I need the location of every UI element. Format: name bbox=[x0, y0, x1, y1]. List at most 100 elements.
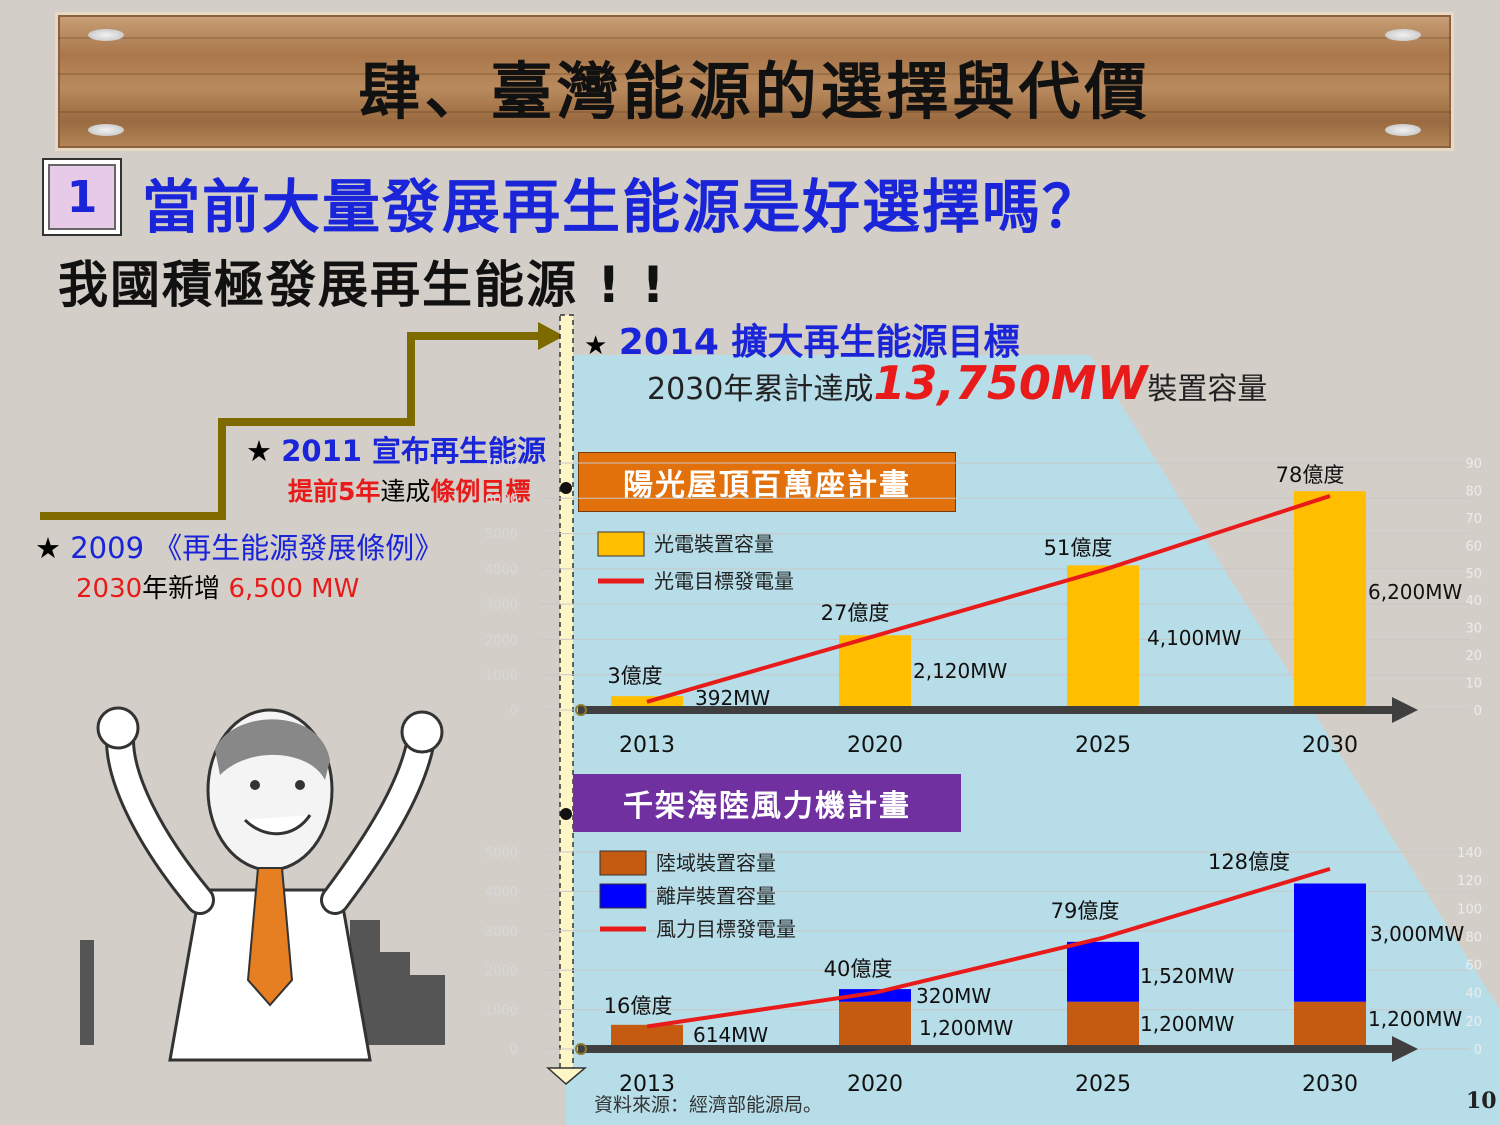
nail-icon bbox=[1385, 124, 1421, 136]
milestone-2009-detail: 2030年新增 6,500 MW bbox=[76, 574, 360, 604]
bar-陸域裝置容量 bbox=[1067, 1001, 1139, 1049]
milestone-2011-title: 2011 宣布再生能源 bbox=[281, 434, 547, 468]
bar-陸域裝置容量 bbox=[1294, 1001, 1366, 1049]
bar-value-label: 614MW bbox=[693, 1023, 768, 1047]
y-right-tick-label: 90 bbox=[1465, 457, 1482, 472]
source-note: 資料來源：經濟部能源局。 bbox=[594, 1094, 823, 1116]
y-right-tick-label: 80 bbox=[1465, 484, 1482, 499]
axis-origin-marker bbox=[575, 1043, 587, 1055]
y-right-tick-label: 40 bbox=[1465, 594, 1482, 609]
x-tick-label: 2013 bbox=[619, 1072, 675, 1097]
star-icon: ★ bbox=[246, 434, 272, 468]
section-question: 當前大量發展再生能源是好選擇嗎？ bbox=[142, 173, 1103, 241]
y-right-tick-label: 40 bbox=[1465, 987, 1482, 1002]
page-number: 10 bbox=[1466, 1088, 1497, 1114]
milestone-2009-title: 2009 《再生能源發展條例》 bbox=[70, 531, 444, 565]
milestone-2011: ★ 2011 宣布再生能源 bbox=[246, 428, 546, 470]
y-left-tick-label: 7000 bbox=[485, 457, 518, 472]
x-tick-label: 2020 bbox=[847, 1072, 903, 1097]
target-value-label: 51億度 bbox=[1044, 536, 1113, 560]
highlight-panel bbox=[566, 355, 1500, 1125]
bar-離岸裝置容量 bbox=[839, 989, 911, 1002]
y-left-tick-label: 2000 bbox=[485, 964, 518, 979]
star-icon: ★ bbox=[584, 331, 608, 361]
nail-icon bbox=[88, 29, 124, 41]
y-right-tick-label: 50 bbox=[1465, 567, 1482, 582]
milestone-2014-detail: 2030年累計達成13,750MW裝置容量 bbox=[647, 356, 1268, 410]
bar-value-label: 1,520MW bbox=[1140, 964, 1235, 988]
x-tick-label: 2025 bbox=[1075, 733, 1131, 758]
y-left-tick-label: 4000 bbox=[485, 885, 518, 900]
x-axis-arrowhead bbox=[1392, 697, 1418, 723]
y-right-tick-label: 30 bbox=[1465, 622, 1482, 637]
bar-光電裝置容量 bbox=[1294, 491, 1366, 710]
x-tick-label: 2013 bbox=[619, 733, 675, 758]
y-right-tick-label: 80 bbox=[1465, 930, 1482, 945]
nail-icon bbox=[88, 124, 124, 136]
bar-陸域裝置容量 bbox=[611, 1024, 683, 1049]
nail-icon bbox=[1385, 29, 1421, 41]
y-left-tick-label: 3000 bbox=[485, 598, 518, 613]
bar-光電裝置容量 bbox=[1067, 565, 1139, 710]
y-right-tick-label: 120 bbox=[1457, 874, 1482, 889]
y-left-tick-label: 1000 bbox=[485, 1004, 518, 1019]
x-tick-label: 2030 bbox=[1302, 1072, 1358, 1097]
x-axis-arrowhead bbox=[1392, 1036, 1418, 1062]
bar-陸域裝置容量 bbox=[839, 1001, 911, 1049]
staircase-arrowhead bbox=[538, 322, 564, 350]
y-right-tick-label: 20 bbox=[1465, 1015, 1482, 1030]
y-right-tick-label: 10 bbox=[1465, 677, 1482, 692]
legend-label: 光電裝置容量 bbox=[654, 532, 774, 556]
legend-label: 陸域裝置容量 bbox=[656, 851, 776, 875]
y-right-tick-label: 20 bbox=[1465, 649, 1482, 664]
y-left-tick-label: 3000 bbox=[485, 925, 518, 940]
target-value-label: 3億度 bbox=[607, 664, 662, 688]
milestone-2009: ★ 2009 《再生能源發展條例》 bbox=[35, 525, 443, 567]
subheading: 我國積極發展再生能源 ! ! bbox=[58, 256, 667, 314]
target-value-label: 40億度 bbox=[824, 957, 893, 981]
page-title: 肆、臺灣能源的選擇與代價 bbox=[358, 55, 1151, 128]
section-number: 1 bbox=[48, 164, 116, 230]
cheering-man-illustration bbox=[80, 706, 445, 1062]
bar-光電裝置容量 bbox=[839, 635, 911, 710]
x-tick-label: 2025 bbox=[1075, 1072, 1131, 1097]
timeline-marker bbox=[560, 808, 572, 820]
target-value-label: 27億度 bbox=[821, 601, 890, 625]
y-left-tick-label: 5000 bbox=[485, 846, 518, 861]
title-banner: 肆、臺灣能源的選擇與代價 bbox=[55, 12, 1454, 151]
target-value-label: 79億度 bbox=[1051, 899, 1120, 923]
y-right-tick-label: 60 bbox=[1465, 959, 1482, 974]
target-value-label: 128億度 bbox=[1208, 850, 1290, 874]
y-right-tick-label: 100 bbox=[1457, 902, 1482, 917]
legend-bar-swatch bbox=[599, 850, 647, 876]
wind-plan-label: 千架海陸風力機計畫 bbox=[573, 774, 961, 832]
bar-離岸裝置容量 bbox=[1294, 883, 1366, 1002]
bar-value-label: 2,120MW bbox=[913, 659, 1008, 683]
bar-value-label: 4,100MW bbox=[1147, 626, 1242, 650]
bar-value-label: 392MW bbox=[695, 686, 770, 710]
y-right-tick-label: 70 bbox=[1465, 512, 1482, 527]
legend-bar-swatch bbox=[599, 883, 647, 909]
milestone-2011-detail: 提前5年達成條例目標 bbox=[288, 477, 531, 506]
y-right-tick-label: 140 bbox=[1457, 846, 1482, 861]
timeline-arrowhead bbox=[546, 1067, 588, 1085]
y-left-tick-label: 1000 bbox=[485, 669, 518, 684]
y-right-tick-label: 60 bbox=[1465, 539, 1482, 554]
y-left-tick-label: 4000 bbox=[485, 563, 518, 578]
bar-value-label: 1,200MW bbox=[1368, 1007, 1463, 1031]
bar-離岸裝置容量 bbox=[1067, 941, 1139, 1002]
milestone-2014-title: 2014 擴大再生能源目標 bbox=[618, 322, 1020, 363]
timeline-marker bbox=[560, 482, 572, 494]
target-value-label: 78億度 bbox=[1276, 463, 1345, 487]
y-right-tick-label: 0 bbox=[1474, 704, 1482, 719]
y-left-tick-label: 5000 bbox=[485, 528, 518, 543]
target-line bbox=[646, 866, 1331, 1029]
target-value-label: 16億度 bbox=[604, 994, 673, 1018]
bar-value-label: 3,000MW bbox=[1370, 922, 1465, 946]
bar-value-label: 1,200MW bbox=[1140, 1012, 1235, 1036]
y-right-tick-label: 0 bbox=[1474, 1043, 1482, 1058]
legend-bar-swatch bbox=[597, 531, 645, 557]
axis-origin-marker bbox=[575, 704, 587, 716]
